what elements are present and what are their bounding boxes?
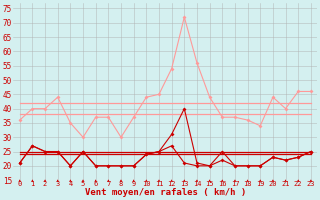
X-axis label: Vent moyen/en rafales ( km/h ): Vent moyen/en rafales ( km/h ) (85, 188, 246, 197)
